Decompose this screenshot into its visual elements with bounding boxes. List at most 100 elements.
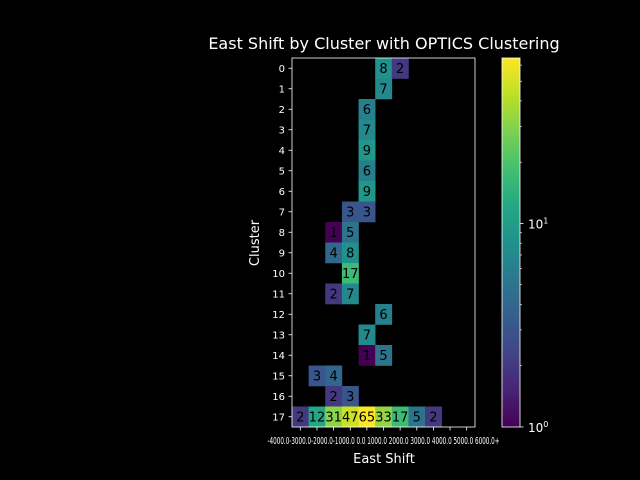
cell-value-label: 1 <box>329 226 337 241</box>
cell-value-label: 7 <box>346 287 354 302</box>
cell-value-label: 3 <box>346 205 354 220</box>
heatmap-cell <box>375 345 393 366</box>
heatmap-cell <box>358 160 376 182</box>
cell-value-label: 65 <box>359 410 376 425</box>
cell-value-label: 7 <box>379 82 387 97</box>
y-tick-label: 3 <box>279 125 285 136</box>
colorbar-tick-label: 101 <box>528 216 548 231</box>
heatmap-cell <box>325 242 343 264</box>
cell-value-label: 4 <box>329 369 337 384</box>
y-tick-label: 0 <box>279 64 285 75</box>
heatmap-cell <box>341 386 359 407</box>
y-tick-label: 16 <box>272 392 285 403</box>
heatmap-cell <box>358 99 376 120</box>
cell-value-label: 2 <box>429 410 437 425</box>
y-tick-label: 12 <box>272 310 285 321</box>
heatmap-cell <box>341 201 359 223</box>
cell-value-label: 6 <box>363 103 371 118</box>
cell-value-label: 17 <box>392 410 409 425</box>
heatmap-cell <box>325 222 343 243</box>
colorbar-gradient <box>501 57 521 428</box>
cell-value-label: 47 <box>342 410 359 425</box>
y-axis-label: Cluster <box>248 219 263 266</box>
heatmap-cell <box>358 345 376 366</box>
y-tick-label: 1 <box>279 84 285 95</box>
plot-frame <box>291 57 476 428</box>
cell-value-label: 33 <box>375 410 392 425</box>
heatmap-cell <box>308 365 326 387</box>
cell-value-label: 9 <box>363 185 371 200</box>
x-axis-label: East Shift <box>353 452 415 467</box>
heatmap-cell <box>308 406 326 428</box>
heatmap-cell <box>375 304 393 325</box>
cell-value-label: 5 <box>379 349 387 364</box>
heatmap-cell <box>341 283 359 305</box>
cell-value-label: 3 <box>363 205 371 220</box>
cell-value-label: 12 <box>309 410 326 425</box>
x-axis-ticks: -4000.0-3000.0-2000.0-1000.0 0.0 1000.0 … <box>268 427 500 447</box>
heatmap-cell <box>341 242 359 264</box>
chart-title: East Shift by Cluster with OPTICS Cluste… <box>208 34 559 53</box>
heatmap-cell <box>375 406 393 428</box>
cell-value-label: 4 <box>329 246 337 261</box>
y-tick-label: 4 <box>279 146 285 157</box>
y-tick-label: 6 <box>279 187 285 198</box>
cell-value-label: 5 <box>346 226 354 241</box>
y-tick-label: 5 <box>279 166 285 177</box>
heatmap-cell <box>425 406 443 428</box>
heatmap-cell <box>292 406 309 428</box>
heatmap-cell <box>325 406 343 428</box>
heatmap-cell <box>375 78 393 100</box>
x-tick-labels: -4000.0-3000.0-2000.0-1000.0 0.0 1000.0 … <box>268 436 500 447</box>
y-tick-label: 10 <box>272 269 285 280</box>
cell-value-label: 8 <box>346 246 354 261</box>
cell-value-label: 17 <box>342 267 359 282</box>
colorbar-ticks: 100 101 <box>520 64 548 435</box>
y-tick-label: 13 <box>272 330 285 341</box>
heatmap-cell <box>325 386 343 407</box>
cell-value-label: 7 <box>363 328 371 343</box>
heatmap-cell <box>341 263 359 284</box>
y-tick-label: 17 <box>272 412 285 423</box>
heatmap-cell <box>358 181 376 202</box>
heatmap-cell <box>408 406 426 428</box>
heatmap-cell <box>341 406 359 428</box>
y-tick-label: 9 <box>279 248 285 259</box>
y-tick-label: 14 <box>272 351 285 362</box>
colorbar: 100 101 <box>501 57 548 435</box>
cell-value-label: 9 <box>363 144 371 159</box>
cell-value-label: 7 <box>363 123 371 138</box>
heatmap-cell <box>325 283 343 305</box>
cell-value-label: 5 <box>413 410 421 425</box>
cell-value-label: 6 <box>363 164 371 179</box>
heatmap-cell <box>325 365 343 387</box>
heatmap-cell <box>391 406 409 428</box>
y-tick-label: 2 <box>279 105 285 116</box>
heatmap-cell <box>391 58 409 79</box>
cell-value-label: 8 <box>379 62 387 77</box>
heatmap-cell <box>358 406 376 428</box>
cell-value-label: 3 <box>346 390 354 405</box>
heatmap-cell <box>375 58 393 79</box>
cell-value-label: 3 <box>313 369 321 384</box>
colorbar-tick-label: 100 <box>528 420 548 435</box>
heatmap-cell <box>358 324 376 346</box>
cell-value-label: 31 <box>325 410 342 425</box>
y-tick-label: 11 <box>272 289 285 300</box>
y-tick-label: 7 <box>279 207 285 218</box>
cell-value-label: 2 <box>296 410 304 425</box>
cell-value-label: 6 <box>379 308 387 323</box>
cell-value-label: 1 <box>363 349 371 364</box>
cell-value-label: 2 <box>329 287 337 302</box>
y-tick-label: 15 <box>272 371 285 382</box>
cell-value-label: 2 <box>329 390 337 405</box>
heatmap-cell <box>341 222 359 243</box>
heatmap-cell <box>358 119 376 141</box>
heatmap-cell <box>358 201 376 223</box>
cell-value-label: 2 <box>396 62 404 77</box>
y-tick-label: 8 <box>279 228 285 239</box>
heatmap-cell <box>358 140 376 161</box>
